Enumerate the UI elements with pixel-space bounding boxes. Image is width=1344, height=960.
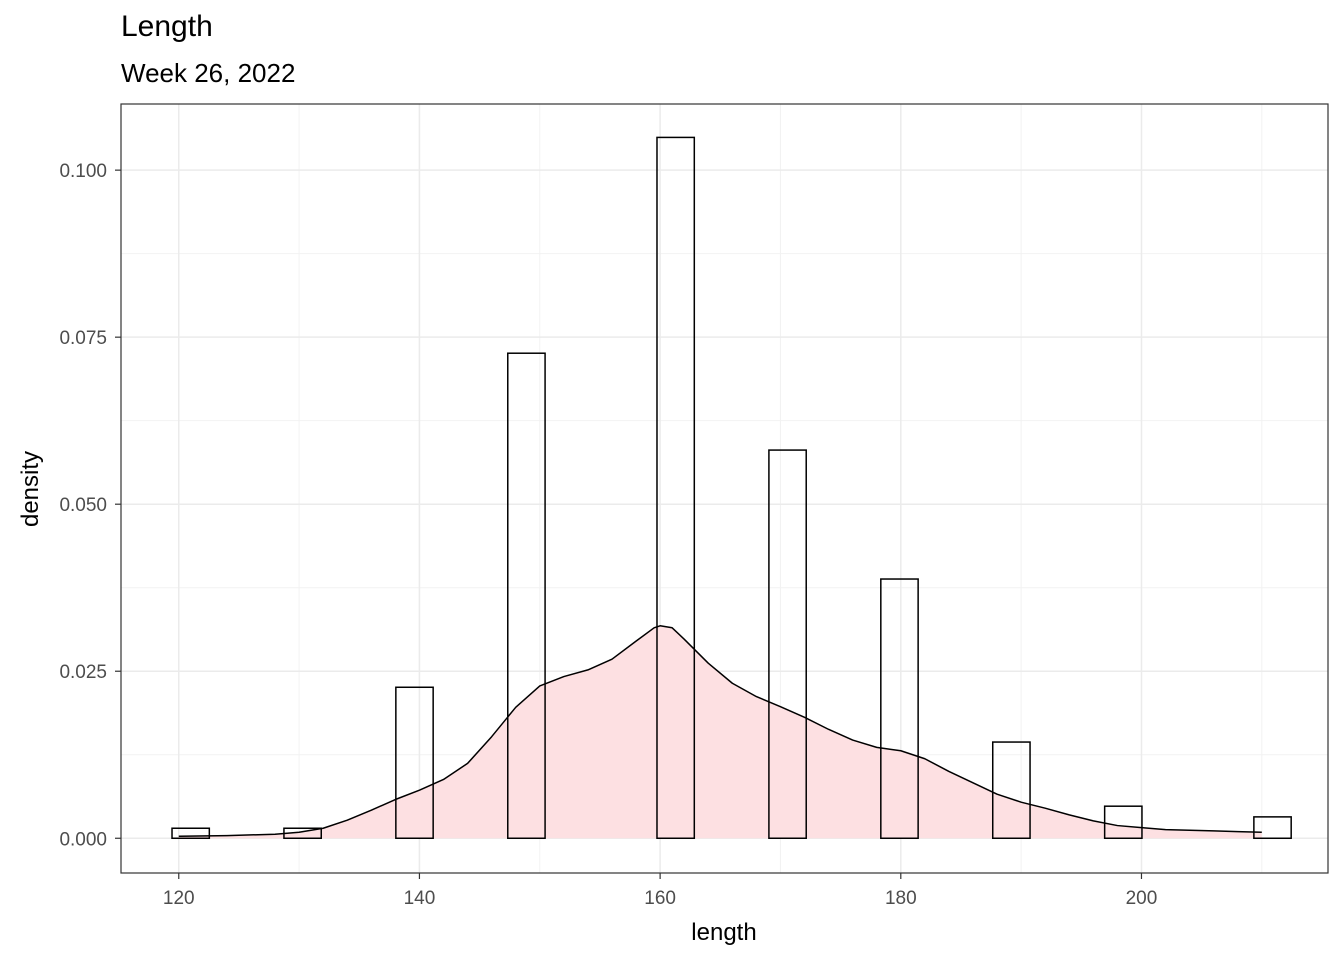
y-tick-label: 0.075 (59, 328, 107, 349)
density-area (178, 625, 1262, 839)
x-tick-label: 200 (1126, 888, 1158, 909)
histogram-bar (656, 136, 696, 840)
x-tick-label: 180 (885, 888, 917, 909)
histogram-bar (880, 578, 919, 840)
histogram-bar (991, 741, 1031, 840)
x-axis-title: length (691, 919, 756, 946)
y-tick-label: 0.100 (59, 161, 107, 182)
density-layer (178, 625, 1262, 839)
histogram-bar (768, 449, 807, 839)
histogram-bar (507, 352, 546, 840)
chart-subtitle: Week 26, 2022 (121, 58, 296, 88)
x-tick-label: 120 (163, 888, 195, 909)
chart-title: Length (121, 10, 213, 43)
histogram-bar (283, 827, 323, 840)
x-tick-label: 140 (404, 888, 436, 909)
histogram-bar (395, 686, 434, 840)
x-tick-label: 160 (644, 888, 676, 909)
y-tick-label: 0.050 (59, 495, 107, 516)
histogram-bar (1103, 805, 1143, 840)
axes: 120 140 160 180 200 0.000 0.025 0.050 0.075 0.100 (59, 103, 1329, 909)
histogram-bar (171, 827, 211, 840)
y-tick-label: 0.025 (59, 662, 107, 683)
density-curve (178, 625, 1262, 837)
histogram-bars (171, 136, 1292, 840)
histogram-bar (1253, 816, 1292, 840)
y-tick-label: 0.000 (59, 829, 107, 850)
y-axis-title: density (17, 451, 44, 527)
plot-border (120, 103, 1329, 874)
